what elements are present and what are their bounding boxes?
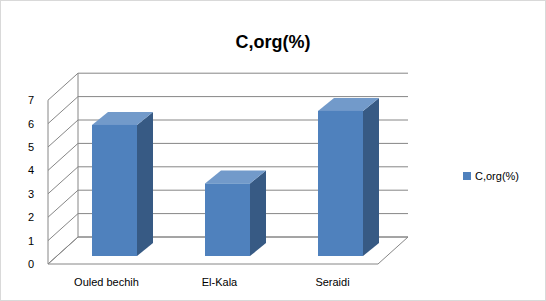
x-tick-label: El-Kala	[202, 276, 238, 288]
legend-label: C,org(%)	[475, 170, 519, 182]
bar	[205, 170, 266, 256]
chart-title: C,org(%)	[236, 32, 311, 52]
y-tick-label: 0	[28, 258, 34, 270]
bar-side	[137, 112, 153, 256]
grid-line	[48, 73, 408, 100]
chart: C,org(%) 0 1 2 3 4 5 6 7 Ouled bechih El-Kala Serai…	[0, 0, 546, 301]
back-wall-edge	[78, 73, 79, 237]
y-tick-label: 5	[28, 141, 34, 153]
bar-top	[205, 170, 266, 183]
bar	[318, 98, 379, 256]
bar-front	[205, 183, 250, 256]
bar-top	[92, 112, 153, 125]
y-tick-label: 7	[28, 94, 34, 106]
bar	[92, 112, 153, 256]
y-tick-label: 1	[28, 235, 34, 247]
bars	[92, 98, 379, 256]
chart-frame	[1, 1, 546, 301]
y-tick-label: 6	[28, 118, 34, 130]
bar-side	[363, 98, 379, 256]
y-tick-label: 3	[28, 188, 34, 200]
y-tick-label: 4	[28, 164, 34, 176]
bar-front	[92, 125, 137, 256]
bar-front	[318, 111, 363, 256]
x-tick-label: Seraidi	[315, 276, 349, 288]
legend-swatch	[463, 172, 471, 180]
bar-side	[250, 170, 266, 256]
x-tick-label: Ouled bechih	[74, 276, 139, 288]
y-tick-label: 2	[28, 211, 34, 223]
y-axis-line	[48, 100, 49, 264]
bar-top	[318, 98, 379, 111]
